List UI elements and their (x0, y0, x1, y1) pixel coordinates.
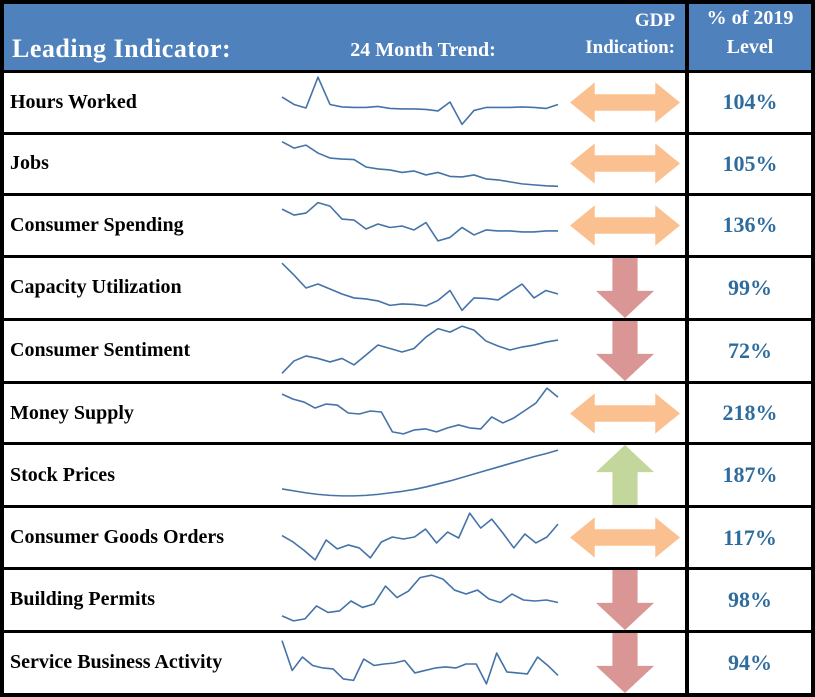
gdp-indication-cell (564, 257, 685, 318)
indicator-label: Consumer Sentiment (10, 339, 191, 362)
pct-of-2019-value: 187% (685, 445, 811, 506)
pct-of-2019-value: 72% (685, 320, 811, 381)
table-header: Leading Indicator: 24 Month Trend: GDP I… (4, 4, 811, 73)
indicator-label: Money Supply (10, 401, 134, 424)
pct-of-2019-value: 136% (685, 196, 811, 255)
header-leading-indicator: Leading Indicator: (4, 4, 282, 70)
down-arrow-icon (595, 320, 654, 381)
trend-sparkline (282, 508, 564, 567)
sparkline-chart (282, 75, 558, 129)
sparkline-chart (282, 261, 558, 315)
pct-of-2019-value: 117% (685, 508, 811, 567)
table-body: Hours Worked 104% Jobs 105% Consumer Spe… (4, 73, 811, 693)
indicator-label: Service Business Activity (10, 651, 223, 674)
indicator-label: Hours Worked (10, 90, 137, 113)
indicator-label: Consumer Spending (10, 213, 184, 236)
table-row-8: Building Permits 98% (4, 569, 811, 633)
sparkline-chart (282, 386, 558, 440)
indicator-label: Stock Prices (10, 463, 115, 486)
table-row-7: Consumer Goods Orders 117% (4, 508, 811, 570)
table-row-4: Consumer Sentiment 72% (4, 320, 811, 384)
down-arrow-icon (595, 257, 654, 318)
down-arrow-icon (595, 632, 654, 693)
pct-of-2019-value: 94% (685, 632, 811, 693)
table-row-2: Consumer Spending 136% (4, 196, 811, 258)
trend-sparkline (282, 135, 564, 194)
header-pct-line2: Level (726, 36, 774, 58)
trend-sparkline (282, 384, 564, 443)
header-gdp-line1: GDP (634, 9, 675, 31)
table-row-3: Capacity Utilization 99% (4, 257, 811, 321)
sparkline-chart (282, 636, 558, 690)
header-pct-line1: % of 2019 (706, 7, 794, 29)
left-right-arrow-icon (569, 517, 680, 558)
pct-of-2019-value: 99% (685, 257, 811, 318)
gdp-indication-cell (564, 135, 685, 194)
header-leading-indicator-label: Leading Indicator: (12, 34, 232, 63)
gdp-indication-cell (564, 384, 685, 443)
table-row-5: Money Supply 218% (4, 383, 811, 446)
table-row-1: Jobs 105% (4, 134, 811, 197)
gdp-indication-cell (564, 445, 685, 506)
sparkline-chart (282, 324, 558, 378)
indicator-label: Capacity Utilization (10, 276, 182, 299)
left-right-arrow-icon (569, 82, 680, 123)
pct-of-2019-value: 104% (685, 73, 811, 132)
indicator-label: Consumer Goods Orders (10, 526, 225, 549)
trend-sparkline (282, 196, 564, 255)
up-arrow-icon (595, 445, 654, 506)
gdp-indication-cell (564, 632, 685, 693)
gdp-indication-cell (564, 320, 685, 381)
trend-sparkline (282, 445, 564, 505)
header-pct-of-2019: % of 2019 Level (685, 4, 811, 70)
gdp-indication-cell (564, 508, 685, 567)
header-gdp-line2: Indication: (585, 37, 675, 59)
trend-sparkline (282, 258, 564, 318)
sparkline-chart (282, 573, 558, 627)
indicator-label: Jobs (10, 152, 49, 175)
table-row-9: Service Business Activity 94% (4, 632, 811, 693)
gdp-indication-cell (564, 569, 685, 630)
table-row-0: Hours Worked 104% (4, 73, 811, 135)
pct-of-2019-value: 218% (685, 383, 811, 443)
gdp-indication-cell (564, 73, 685, 132)
indicator-label: Building Permits (10, 588, 156, 611)
sparkline-chart (282, 137, 558, 191)
sparkline-chart (282, 198, 558, 252)
trend-sparkline (282, 73, 564, 132)
pct-of-2019-value: 98% (685, 569, 811, 630)
left-right-arrow-icon (569, 143, 680, 185)
sparkline-chart (282, 448, 558, 502)
header-24-month-trend: 24 Month Trend: (282, 4, 564, 70)
down-arrow-icon (595, 569, 654, 630)
table-row-6: Stock Prices 187% (4, 445, 811, 509)
header-trend-label: 24 Month Trend: (350, 39, 496, 61)
header-gdp-indication: GDP Indication: (564, 4, 685, 70)
left-right-arrow-icon (569, 205, 680, 246)
trend-sparkline (282, 321, 564, 381)
trend-sparkline (282, 570, 564, 630)
trend-sparkline (282, 633, 564, 693)
sparkline-chart (282, 511, 558, 565)
left-right-arrow-icon (569, 392, 680, 434)
pct-of-2019-value: 105% (685, 134, 811, 194)
gdp-indication-cell (564, 196, 685, 255)
